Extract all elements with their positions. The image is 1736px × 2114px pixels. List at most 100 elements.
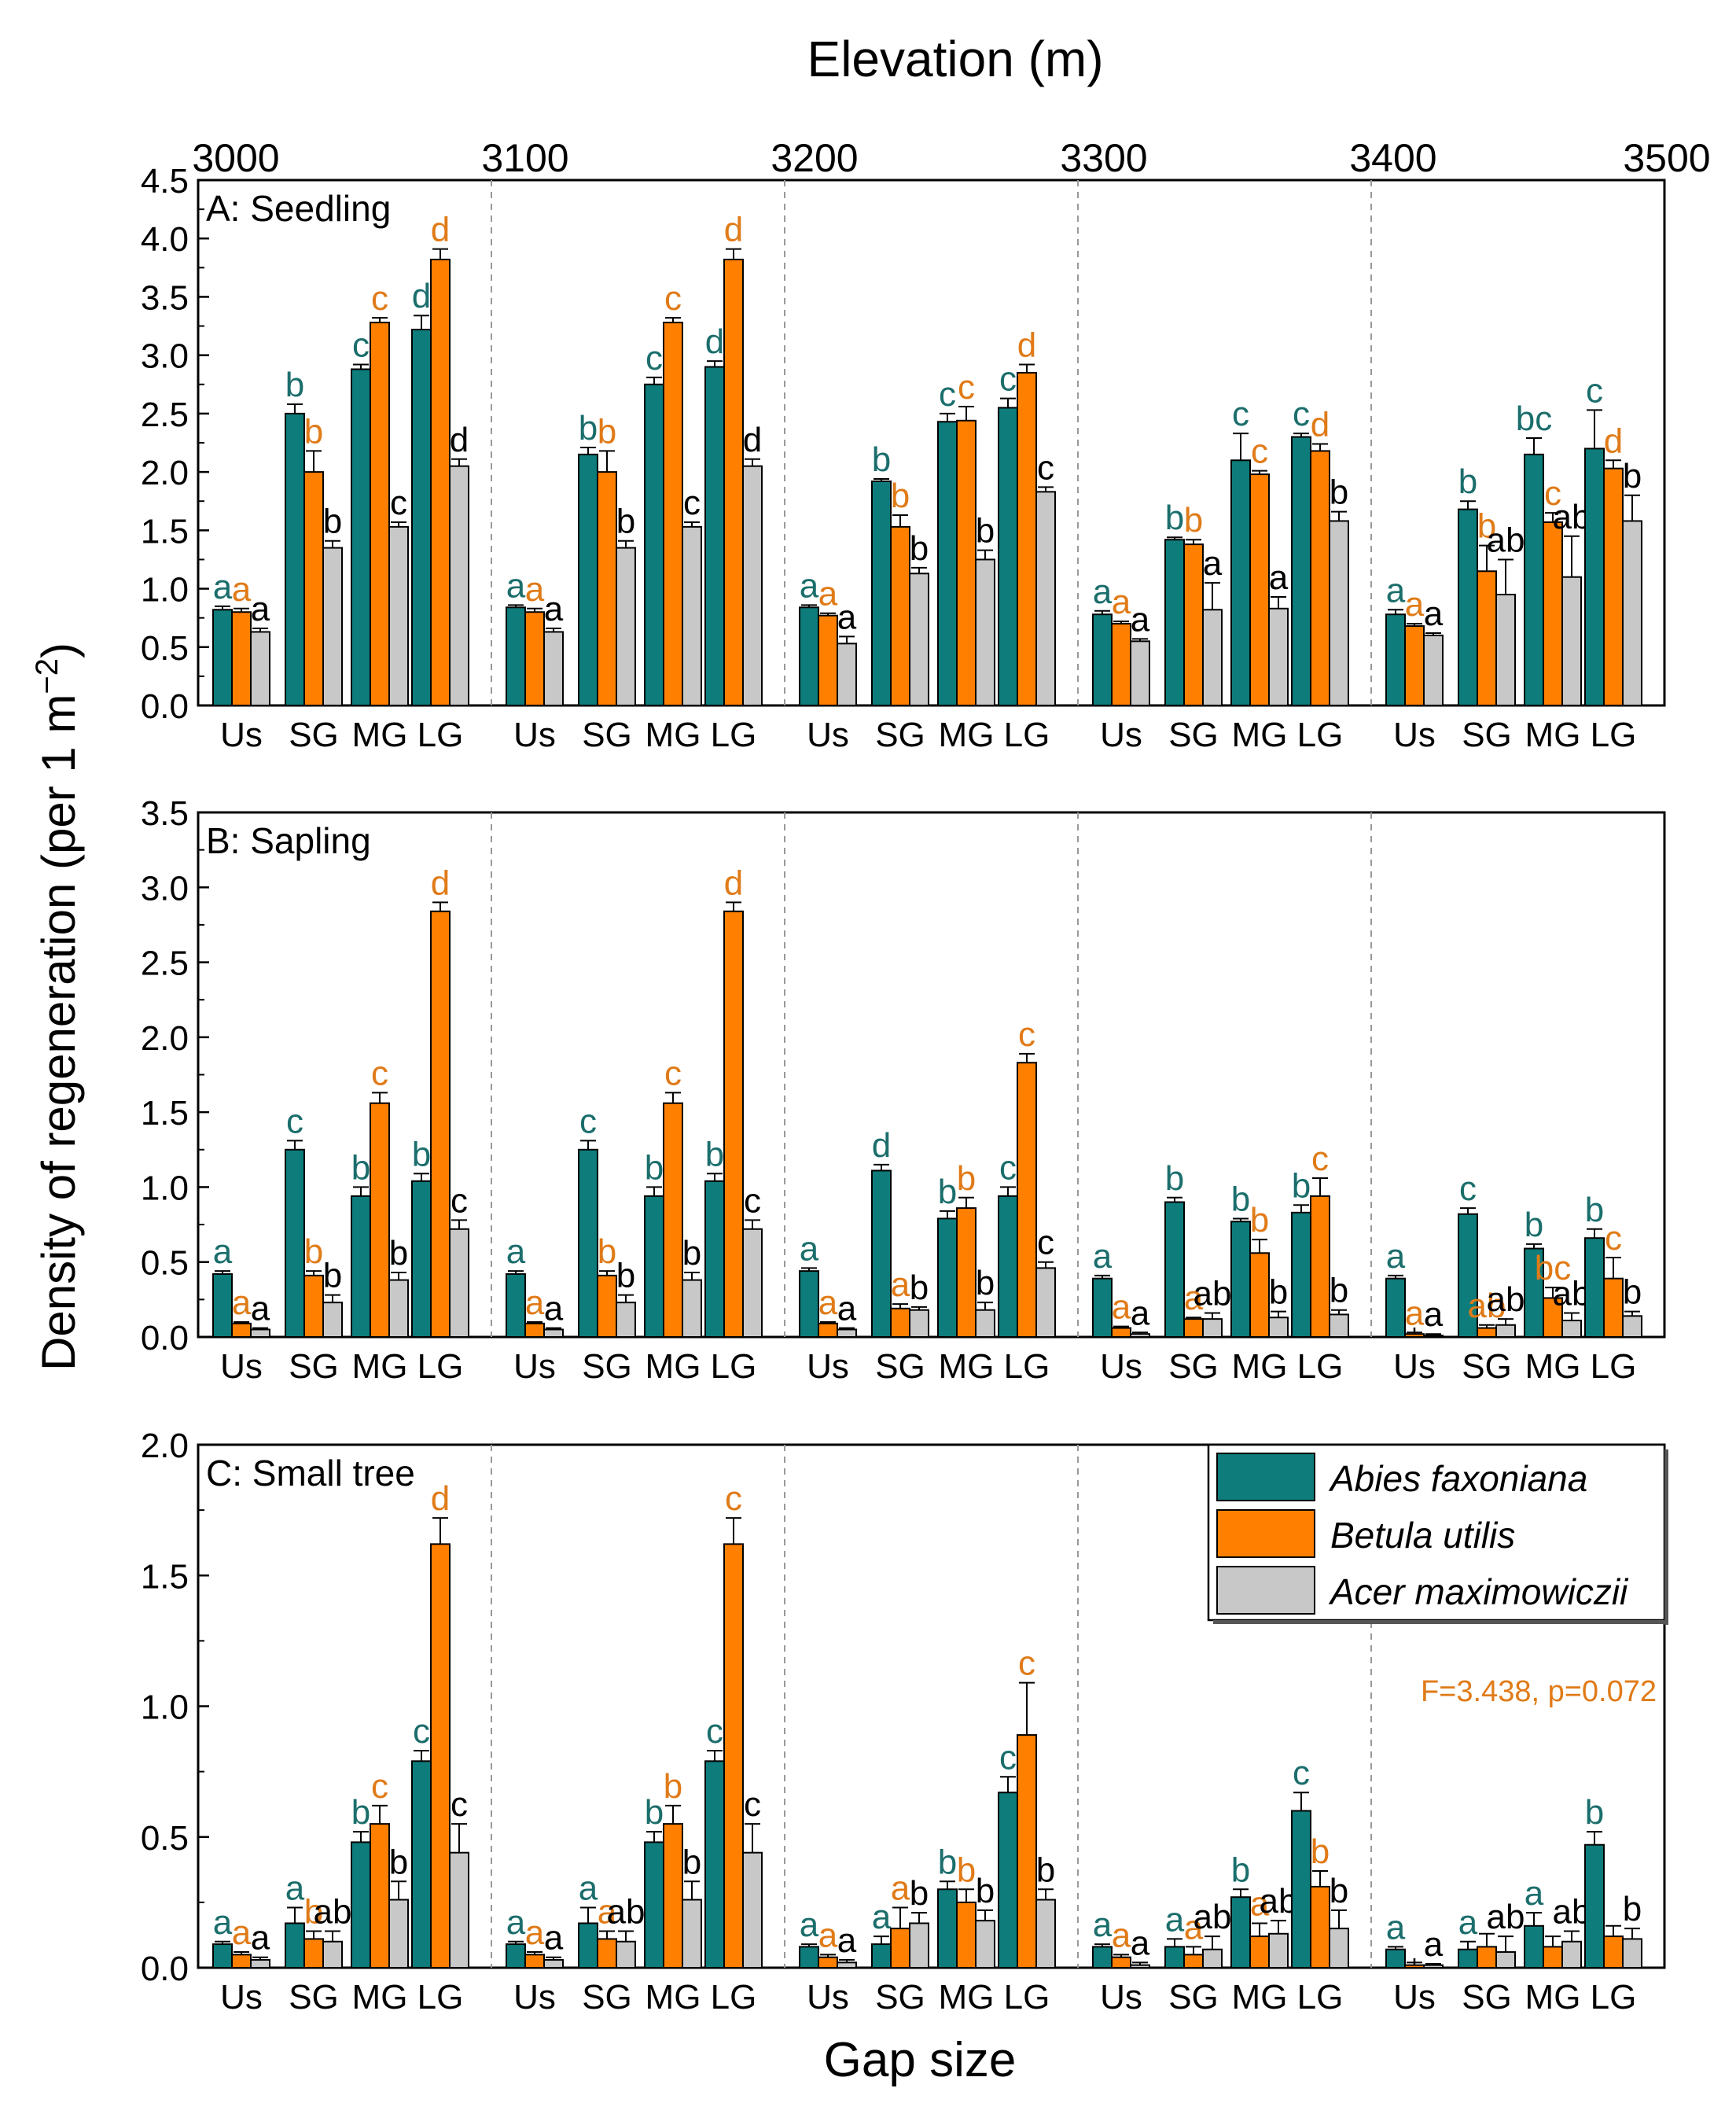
bar-abies	[1458, 1213, 1478, 1339]
significance-letter-acer: a	[1131, 600, 1150, 639]
significance-letter-betula: a	[525, 1913, 545, 1952]
bar-betula	[430, 910, 451, 1338]
bar-abies	[285, 1148, 305, 1339]
x-tick-label: Us	[513, 716, 556, 754]
significance-letter-betula: d	[1017, 326, 1036, 365]
x-tick-label: SG	[1168, 1347, 1219, 1386]
bar-acer	[1202, 1318, 1223, 1339]
bar-betula	[524, 611, 545, 706]
significance-letter-abies: c	[1459, 1169, 1477, 1208]
x-tick-label: SG	[1462, 1347, 1512, 1386]
significance-letter-betula: b	[957, 1159, 976, 1198]
x-tick-label: LG	[711, 1978, 757, 2016]
significance-letter-betula: b	[1250, 1201, 1269, 1239]
significance-letter-acer: d	[743, 421, 762, 459]
significance-letter-abies: a	[213, 568, 233, 606]
significance-letter-acer: b	[616, 1257, 635, 1295]
bar-acer	[1561, 1940, 1582, 1969]
bar-betula	[890, 1928, 910, 1969]
significance-letter-abies: a	[579, 1869, 598, 1908]
x-tick-label: Us	[1393, 1347, 1436, 1386]
significance-letter-acer: ab	[1194, 1275, 1232, 1313]
bar-abies	[998, 407, 1018, 706]
bar-betula	[890, 525, 910, 706]
x-tick-label: Us	[220, 1978, 263, 2016]
significance-letter-acer: c	[451, 1785, 468, 1824]
significance-letter-abies: c	[413, 1712, 430, 1751]
significance-letter-abies: a	[285, 1869, 305, 1908]
bar-betula	[1543, 1946, 1563, 1969]
significance-letter-abies: c	[1586, 371, 1603, 410]
bar-abies	[1524, 453, 1544, 706]
y-axis-title-main: Density of regeneration (per 1 m	[32, 694, 85, 1371]
elevation-tick-3300: 3300	[1060, 136, 1147, 180]
x-tick-label: MG	[939, 1978, 995, 2016]
significance-letter-acer: b	[910, 1874, 929, 1913]
bar-abies	[1230, 1896, 1251, 1969]
significance-letter-acer: a	[1269, 558, 1289, 597]
y-tick-label: 4.5	[141, 162, 189, 201]
y-tick-label: 1.5	[141, 1094, 189, 1132]
legend-shadow-right	[1664, 1449, 1668, 1625]
bar-abies	[1164, 1201, 1185, 1338]
bar-abies	[506, 1943, 526, 1969]
legend-label-abies: Abies faxoniana	[1328, 1458, 1587, 1499]
bar-betula	[430, 1543, 451, 1969]
bar-acer	[616, 1940, 636, 1969]
x-tick-label: LG	[711, 1347, 757, 1386]
significance-letter-acer: a	[837, 1290, 857, 1328]
bar-acer	[742, 465, 763, 706]
x-tick-label: Us	[807, 1978, 849, 2016]
bar-acer	[975, 558, 995, 707]
legend-label-betula: Betula utilis	[1330, 1515, 1515, 1556]
x-tick-label: Us	[513, 1978, 556, 2016]
significance-letter-betula: a	[1405, 1294, 1425, 1332]
bar-abies	[212, 1943, 233, 1969]
significance-letter-acer: a	[251, 1919, 270, 1957]
bar-acer	[388, 1279, 409, 1339]
significance-letter-betula: c	[1251, 433, 1268, 471]
x-tick-label: MG	[939, 1347, 995, 1386]
bar-abies	[1291, 1211, 1311, 1338]
x-tick-label: SG	[875, 1347, 925, 1386]
significance-letter-abies: b	[1585, 1793, 1604, 1832]
bar-acer	[616, 547, 636, 706]
bar-abies	[799, 606, 819, 706]
significance-letter-abies: c	[579, 1102, 597, 1140]
x-tick-label: Us	[1393, 1978, 1436, 2016]
bar-abies	[506, 606, 526, 706]
bar-abies	[704, 1180, 725, 1338]
bar-acer	[1329, 1313, 1349, 1339]
x-tick-label: LG	[1591, 1347, 1637, 1386]
significance-letter-abies: a	[213, 1232, 233, 1271]
bar-abies	[704, 1760, 725, 1969]
bar-abies	[937, 1217, 958, 1339]
significance-letter-acer: b	[1330, 1272, 1348, 1310]
panel-title: C: Small tree	[206, 1453, 415, 1493]
y-tick-label: 3.5	[141, 794, 189, 833]
significance-letter-abies: c	[1232, 395, 1249, 433]
significance-letter-abies: b	[1525, 1206, 1543, 1244]
bar-abies	[1385, 613, 1406, 706]
bar-abies	[1584, 447, 1605, 707]
bar-betula	[1543, 521, 1563, 706]
bar-acer	[1035, 1899, 1056, 1969]
significance-letter-betula: b	[1311, 1832, 1330, 1871]
significance-letter-betula: b	[304, 1232, 323, 1271]
y-tick-label: 2.0	[141, 1019, 189, 1058]
significance-letter-betula: c	[664, 1054, 682, 1092]
bar-acer	[1423, 1964, 1444, 1969]
elevation-tick-3400: 3400	[1349, 136, 1436, 180]
significance-letter-acer: b	[1036, 1851, 1055, 1889]
significance-letter-abies: bc	[1516, 400, 1552, 438]
bar-betula	[231, 611, 252, 706]
x-tick-label: Us	[1100, 1347, 1142, 1386]
bar-betula	[1404, 625, 1425, 707]
bar-acer	[1130, 1964, 1150, 1969]
x-tick-label: Us	[220, 716, 263, 754]
bar-abies	[704, 366, 725, 706]
significance-letter-acer: b	[1330, 1872, 1348, 1910]
significance-letter-acer: b	[1623, 1273, 1642, 1312]
significance-letter-betula: a	[525, 1284, 545, 1322]
bar-acer	[1423, 634, 1444, 707]
